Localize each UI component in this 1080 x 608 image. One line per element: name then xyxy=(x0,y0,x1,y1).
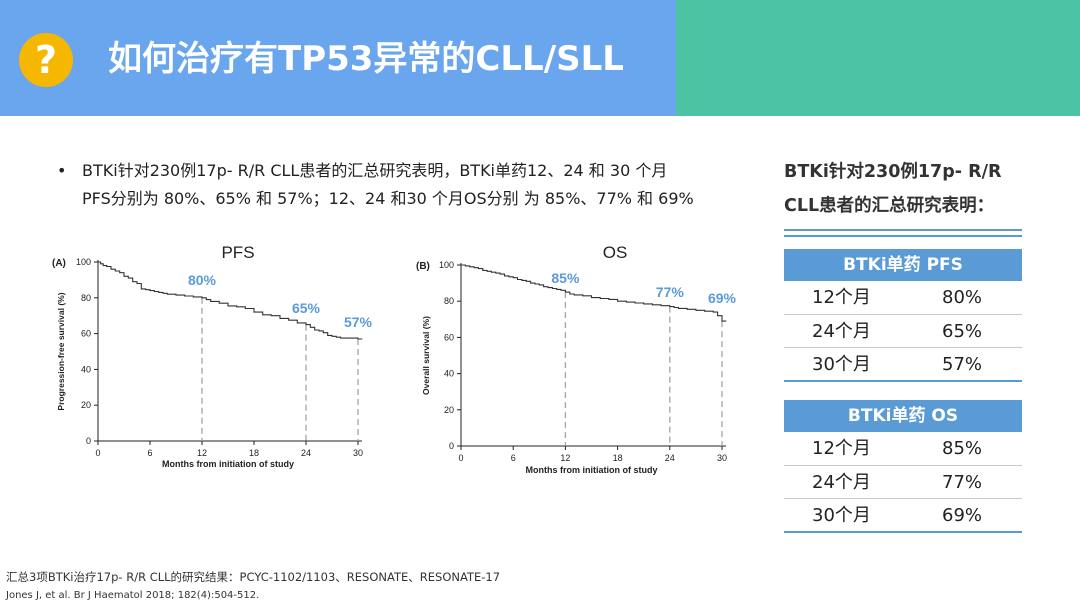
x-tick-label: 24 xyxy=(665,453,675,463)
y-tick-label: 0 xyxy=(86,436,91,446)
table-row: 12个月 80% xyxy=(784,281,1022,315)
period-cell: 24个月 xyxy=(812,471,871,493)
y-tick-label: 80 xyxy=(81,293,91,303)
table-row: 30个月 69% xyxy=(784,499,1022,534)
os-table: BTKi单药 OS 12个月 85% 24个月 77% 30个月 69% xyxy=(784,400,1022,534)
footnote-studies: 汇总3项BTKi治疗17p- R/R CLL的研究结果：PCYC-1102/11… xyxy=(6,570,501,584)
value-cell: 57% xyxy=(942,354,983,376)
y-tick-label: 60 xyxy=(444,332,454,342)
value-cell: 77% xyxy=(942,471,983,493)
x-tick-label: 24 xyxy=(301,448,311,458)
period-cell: 24个月 xyxy=(812,320,871,342)
y-axis-label: Overall survival (%) xyxy=(421,316,431,395)
double-divider xyxy=(784,229,1022,237)
bullet-marker: • xyxy=(57,161,67,180)
bullet-line-2: PFS分别为 80%、65% 和 57%；12、24 和30 个月OS分别 为 … xyxy=(82,189,694,208)
survival-curve xyxy=(98,261,363,340)
value-cell: 80% xyxy=(942,287,983,308)
table-row: 12个月 85% xyxy=(784,432,1022,466)
value-label: 65% xyxy=(292,300,321,316)
value-cell: 65% xyxy=(942,320,983,342)
x-axis-label: Months from initiation of study xyxy=(526,465,658,475)
side-heading-line-1: BTKi针对230例17p- R/R xyxy=(784,162,1002,182)
period-cell: 30个月 xyxy=(812,354,871,376)
panel-label: (B) xyxy=(416,261,430,272)
chart-title: OS xyxy=(603,243,628,262)
pfs-table: BTKi单药 PFS 12个月 80% 24个月 65% 30个月 57% xyxy=(784,249,1022,383)
period-cell: 12个月 xyxy=(812,287,871,308)
footnote-citation: Jones J, et al. Br J Haematol 2018; 182(… xyxy=(6,590,260,601)
table-row: 24个月 77% xyxy=(784,466,1022,500)
value-cell: 85% xyxy=(942,438,983,459)
x-tick-label: 30 xyxy=(717,453,727,463)
bullet-line-1: BTKi针对230例17p- R/R CLL患者的汇总研究表明，BTKi单药12… xyxy=(82,161,668,180)
x-tick-label: 18 xyxy=(613,453,623,463)
x-axis-label: Months from initiation of study xyxy=(162,459,294,469)
table-row: 30个月 57% xyxy=(784,348,1022,383)
x-tick-label: 18 xyxy=(249,448,259,458)
y-tick-label: 20 xyxy=(444,405,454,415)
value-label: 85% xyxy=(551,270,580,286)
header-right-band xyxy=(676,0,1080,116)
value-label: 57% xyxy=(344,314,373,330)
x-tick-label: 12 xyxy=(197,448,207,458)
os-table-header: BTKi单药 OS xyxy=(784,400,1022,432)
x-tick-label: 0 xyxy=(458,453,463,463)
y-tick-label: 80 xyxy=(444,296,454,306)
value-label: 69% xyxy=(708,290,737,306)
survival-curve xyxy=(461,264,727,322)
y-tick-label: 100 xyxy=(439,260,454,270)
period-cell: 30个月 xyxy=(812,505,871,527)
value-label: 77% xyxy=(656,284,685,300)
x-tick-label: 30 xyxy=(353,448,363,458)
y-tick-label: 0 xyxy=(449,441,454,451)
period-cell: 12个月 xyxy=(812,438,871,459)
question-icon: ? xyxy=(19,33,73,87)
table-row: 24个月 65% xyxy=(784,315,1022,349)
y-axis-label: Progression-free survival (%) xyxy=(56,292,66,410)
y-tick-label: 40 xyxy=(81,364,91,374)
side-heading: BTKi针对230例17p- R/R CLL患者的汇总研究表明： xyxy=(784,155,1034,223)
y-tick-label: 60 xyxy=(81,329,91,339)
panel-label: (A) xyxy=(52,258,66,269)
y-tick-label: 100 xyxy=(76,257,91,267)
x-tick-label: 6 xyxy=(511,453,516,463)
chart-title: PFS xyxy=(221,243,254,262)
value-label: 80% xyxy=(188,272,217,288)
header-left-band xyxy=(0,0,676,116)
value-cell: 69% xyxy=(942,505,983,527)
side-heading-line-2: CLL患者的汇总研究表明： xyxy=(784,196,995,216)
bullet-text: BTKi针对230例17p- R/R CLL患者的汇总研究表明，BTKi单药12… xyxy=(82,157,762,213)
page-title: 如何治疗有TP53异常的CLL/SLL xyxy=(108,39,624,79)
pfs-table-header: BTKi单药 PFS xyxy=(784,249,1022,281)
y-tick-label: 40 xyxy=(444,369,454,379)
y-tick-label: 20 xyxy=(81,400,91,410)
x-tick-label: 0 xyxy=(95,448,100,458)
x-tick-label: 12 xyxy=(560,453,570,463)
x-tick-label: 6 xyxy=(147,448,152,458)
